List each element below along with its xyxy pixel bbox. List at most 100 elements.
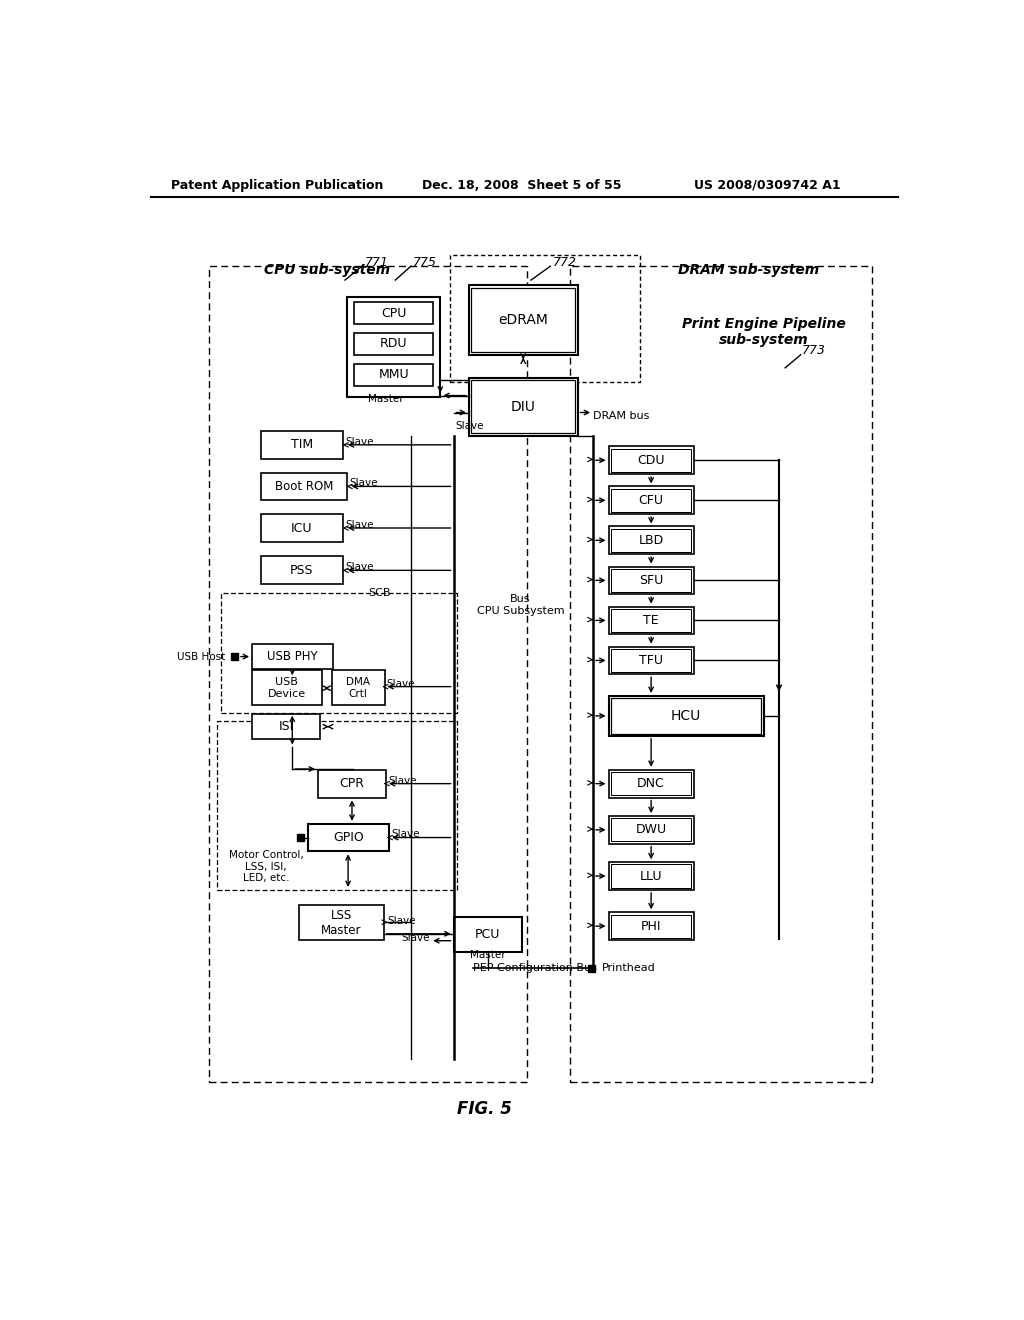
Text: PSS: PSS [290, 564, 313, 577]
Bar [299, 906, 384, 940]
Text: 771: 771 [365, 256, 388, 269]
Bar [231, 653, 239, 660]
Bar [608, 487, 693, 515]
Text: Motor Control,
LSS, ISI,
LED, etc.: Motor Control, LSS, ISI, LED, etc. [228, 850, 303, 883]
Text: GPIO: GPIO [333, 832, 364, 843]
Text: 772: 772 [553, 256, 577, 269]
Text: SFU: SFU [639, 574, 664, 587]
Bar [354, 333, 433, 355]
Bar [471, 288, 575, 352]
Bar [354, 302, 433, 323]
Bar [221, 594, 458, 713]
Text: Slave: Slave [391, 829, 420, 840]
Bar [209, 267, 527, 1082]
Bar [588, 965, 595, 972]
Text: Dec. 18, 2008  Sheet 5 of 55: Dec. 18, 2008 Sheet 5 of 55 [423, 178, 622, 191]
Text: TE: TE [643, 614, 658, 627]
Text: Print Engine Pipeline
sub-system: Print Engine Pipeline sub-system [682, 317, 846, 347]
Bar [608, 446, 693, 474]
Text: Slave: Slave [401, 933, 430, 942]
Bar [569, 267, 872, 1082]
Text: HCU: HCU [671, 709, 701, 723]
Bar [297, 834, 303, 841]
Text: CPR: CPR [340, 777, 365, 791]
Bar [308, 824, 389, 851]
Bar [261, 557, 343, 585]
Bar [469, 378, 578, 436]
Bar [471, 380, 575, 433]
Text: PHI: PHI [641, 920, 662, 933]
Bar [608, 912, 693, 940]
Text: Slave: Slave [387, 678, 416, 689]
Text: DMA
Crtl: DMA Crtl [346, 677, 370, 698]
Text: ICU: ICU [291, 521, 312, 535]
Text: Slave: Slave [345, 562, 374, 573]
Text: LLU: LLU [640, 870, 663, 883]
Text: Slave: Slave [388, 916, 416, 925]
Text: Slave: Slave [349, 478, 378, 488]
Bar [354, 364, 433, 385]
Text: DWU: DWU [636, 824, 667, 837]
Bar [261, 430, 343, 459]
Bar [454, 917, 521, 952]
Bar [347, 297, 440, 397]
Bar [317, 770, 386, 797]
Bar [611, 569, 691, 591]
Bar [608, 770, 693, 797]
Text: Master: Master [470, 950, 506, 961]
Text: CPU: CPU [381, 306, 407, 319]
Text: LSS
Master: LSS Master [321, 908, 361, 937]
Text: DIU: DIU [511, 400, 536, 413]
Text: Printhead: Printhead [602, 964, 656, 973]
Text: Slave: Slave [345, 437, 374, 446]
Bar [611, 449, 691, 471]
Bar [217, 721, 458, 890]
Text: Slave: Slave [455, 421, 483, 432]
Text: US 2008/0309742 A1: US 2008/0309742 A1 [693, 178, 841, 191]
Text: 773: 773 [802, 345, 826, 358]
Bar [608, 862, 693, 890]
Bar [608, 527, 693, 554]
Text: DNC: DNC [637, 777, 665, 791]
Bar [611, 818, 691, 841]
Text: eDRAM: eDRAM [499, 313, 548, 327]
Text: Patent Application Publication: Patent Application Publication [171, 178, 383, 191]
Text: TIM: TIM [291, 438, 313, 451]
Text: PEP Configuration Bus: PEP Configuration Bus [473, 964, 597, 973]
Text: CFU: CFU [639, 494, 664, 507]
Bar [608, 607, 693, 635]
Text: ISI: ISI [279, 721, 294, 733]
Text: Master: Master [369, 395, 403, 404]
Text: CDU: CDU [637, 454, 665, 467]
Bar [252, 644, 334, 669]
Text: Boot ROM: Boot ROM [274, 480, 333, 492]
Text: PCU: PCU [475, 928, 501, 941]
Text: CPU sub-system: CPU sub-system [263, 263, 390, 277]
Bar [608, 647, 693, 675]
Text: MMU: MMU [379, 368, 410, 381]
Bar [611, 529, 691, 552]
Text: LBD: LBD [639, 533, 664, 546]
Bar [252, 714, 321, 739]
Text: DRAM sub-system: DRAM sub-system [678, 263, 819, 277]
Bar [611, 772, 691, 795]
Text: FIG. 5: FIG. 5 [457, 1101, 512, 1118]
Bar [608, 816, 693, 843]
Bar [611, 488, 691, 512]
Bar [611, 609, 691, 632]
Text: TFU: TFU [639, 653, 664, 667]
Bar [252, 671, 322, 705]
Bar [608, 566, 693, 594]
Bar [611, 865, 691, 887]
Bar [611, 698, 761, 734]
Bar [608, 696, 764, 737]
Bar [469, 285, 578, 355]
Text: Bus
CPU Subsystem: Bus CPU Subsystem [477, 594, 564, 616]
Bar [332, 671, 385, 705]
Bar [611, 915, 691, 937]
Text: SCB: SCB [369, 587, 391, 598]
Text: USB PHY: USB PHY [267, 649, 318, 663]
Text: USB
Device: USB Device [268, 677, 306, 698]
Text: USB Host: USB Host [176, 652, 225, 661]
Bar [261, 473, 346, 500]
